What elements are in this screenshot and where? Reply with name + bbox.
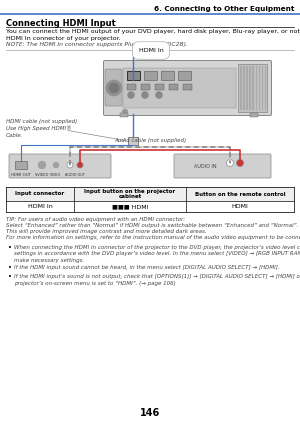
Text: If the HDMI input sound cannot be heard, in the menu select [DIGITAL AUDIO SELEC: If the HDMI input sound cannot be heard,… xyxy=(14,265,280,270)
Bar xyxy=(120,113,128,117)
Text: ■■■ HDMI: ■■■ HDMI xyxy=(112,204,148,209)
Circle shape xyxy=(142,91,148,99)
Text: Button on the remote control: Button on the remote control xyxy=(195,192,285,197)
Bar xyxy=(128,137,138,145)
Bar xyxy=(6,187,74,201)
Text: 6. Connecting to Other Equipment: 6. Connecting to Other Equipment xyxy=(154,6,294,12)
Bar xyxy=(265,66,266,110)
Bar xyxy=(127,71,140,80)
Bar xyxy=(238,64,267,112)
Text: •: • xyxy=(8,265,12,271)
Text: This will provide improved image contrast and more detailed dark areas.: This will provide improved image contras… xyxy=(6,229,207,234)
Bar xyxy=(144,71,157,80)
Text: For more information on settings, refer to the instruction manual of the audio v: For more information on settings, refer … xyxy=(6,235,300,240)
FancyBboxPatch shape xyxy=(9,154,111,178)
Bar xyxy=(74,201,186,212)
Text: •: • xyxy=(8,274,12,280)
Text: •: • xyxy=(8,245,12,251)
Bar xyxy=(252,66,254,110)
Bar xyxy=(127,71,140,80)
Bar xyxy=(256,66,257,110)
Text: 146: 146 xyxy=(140,408,160,418)
Bar xyxy=(127,84,136,90)
Text: Select “Enhanced” rather than “Normal” if HDMI output is switchable between “Enh: Select “Enhanced” rather than “Normal” i… xyxy=(6,223,298,228)
Text: HDMI In: HDMI In xyxy=(28,204,52,209)
Text: HDMI cable (not supplied)
Use High Speed HDMI®
Cable.: HDMI cable (not supplied) Use High Speed… xyxy=(6,119,77,138)
FancyBboxPatch shape xyxy=(103,60,272,115)
Text: Input button on the projector
cabinet: Input button on the projector cabinet xyxy=(84,189,176,199)
Text: You can connect the HDMI output of your DVD player, hard disk player, Blu-ray pl: You can connect the HDMI output of your … xyxy=(6,29,300,41)
Bar xyxy=(161,71,174,80)
Text: When connecting the HDMI In connector of the projector to the DVD player, the pr: When connecting the HDMI In connector of… xyxy=(14,245,300,263)
Text: AUDIO OUT: AUDIO OUT xyxy=(65,173,85,177)
Text: NOTE: The HDMI In connector supports Plug & Play (DDC2B).: NOTE: The HDMI In connector supports Plu… xyxy=(6,42,188,47)
Text: Audio cable (not supplied): Audio cable (not supplied) xyxy=(114,138,186,143)
Text: S-VIDEO: S-VIDEO xyxy=(35,173,49,177)
Text: If the HDMI input’s sound is not output, check that [OPTIONS(1)] → [DIGITAL AUDI: If the HDMI input’s sound is not output,… xyxy=(14,274,300,286)
Bar xyxy=(186,201,294,212)
Text: Connecting HDMI Input: Connecting HDMI Input xyxy=(6,19,116,28)
Bar xyxy=(141,84,150,90)
Bar xyxy=(183,84,192,90)
Text: HDMI: HDMI xyxy=(232,204,248,209)
Text: HDMI In: HDMI In xyxy=(139,48,164,53)
Bar xyxy=(259,66,260,110)
Bar xyxy=(74,187,186,201)
Bar xyxy=(6,187,294,212)
Circle shape xyxy=(236,159,244,167)
Text: AUDIO IN: AUDIO IN xyxy=(194,164,216,168)
Text: TIP: For users of audio video equipment with an HDMI connector:: TIP: For users of audio video equipment … xyxy=(6,217,185,222)
Bar xyxy=(240,66,242,110)
Circle shape xyxy=(77,162,83,168)
FancyBboxPatch shape xyxy=(105,69,122,106)
Bar xyxy=(178,71,191,80)
Circle shape xyxy=(109,83,119,93)
Circle shape xyxy=(38,161,46,169)
Circle shape xyxy=(128,91,134,99)
Text: Input connector: Input connector xyxy=(15,192,64,197)
Bar xyxy=(246,66,248,110)
Bar xyxy=(15,161,27,169)
Bar xyxy=(186,187,294,201)
Bar xyxy=(123,68,236,108)
Bar xyxy=(250,113,258,117)
Circle shape xyxy=(67,162,73,168)
Circle shape xyxy=(106,80,122,96)
Circle shape xyxy=(122,109,128,115)
FancyBboxPatch shape xyxy=(174,154,271,178)
Bar xyxy=(155,84,164,90)
Bar xyxy=(262,66,263,110)
Bar xyxy=(6,201,74,212)
Bar xyxy=(169,84,178,90)
Bar xyxy=(249,66,251,110)
Circle shape xyxy=(53,162,59,168)
Bar xyxy=(243,66,244,110)
Circle shape xyxy=(226,159,233,167)
Circle shape xyxy=(155,91,163,99)
Text: VIDEO: VIDEO xyxy=(50,173,62,177)
Text: HDMI OUT: HDMI OUT xyxy=(11,173,31,177)
